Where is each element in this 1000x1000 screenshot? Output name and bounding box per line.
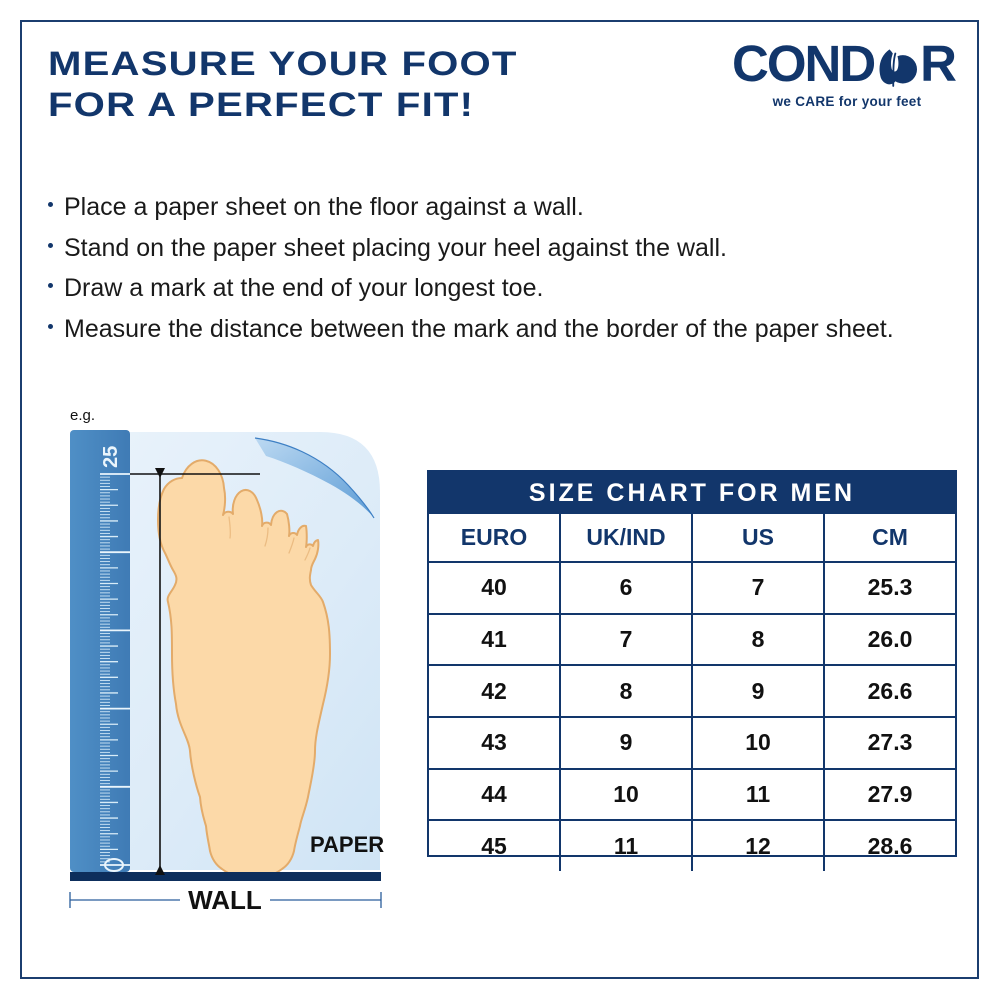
svg-text:e.g.: e.g. bbox=[70, 407, 95, 424]
svg-text:WALL: WALL bbox=[188, 885, 262, 915]
svg-text:PAPER: PAPER bbox=[310, 832, 384, 857]
svg-text:25: 25 bbox=[100, 446, 122, 468]
